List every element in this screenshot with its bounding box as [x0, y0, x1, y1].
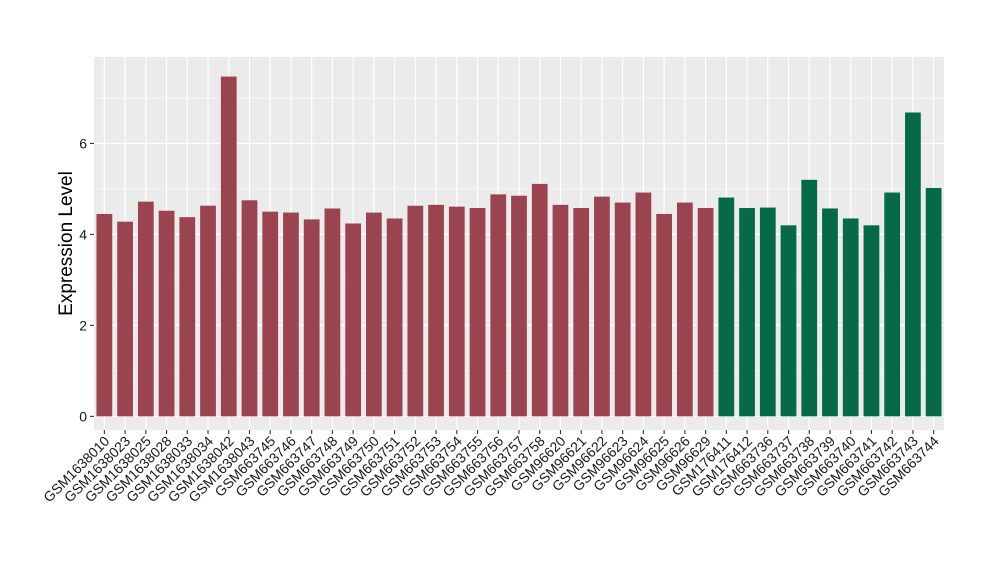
bar-GSM663750 [366, 212, 382, 417]
bar-GSM663745 [262, 211, 279, 417]
bar-GSM1638010 [96, 213, 113, 417]
y-tick-label: 4 [79, 226, 87, 242]
bars [96, 76, 942, 417]
bar-GSM1638028 [158, 210, 175, 417]
bar-GSM663743 [905, 112, 921, 417]
bar-GSM663742 [884, 192, 901, 417]
bar-GSM1638043 [241, 200, 258, 417]
bar-GSM663736 [759, 207, 776, 417]
bar-GSM663746 [283, 212, 299, 417]
bar-GSM176411 [718, 197, 735, 417]
bar-GSM663756 [490, 194, 507, 417]
y-axis: 0 2 4 6 [79, 135, 94, 424]
bar-GSM1638025 [137, 201, 154, 417]
bar-GSM663758 [531, 183, 548, 417]
bar-GSM663738 [801, 179, 818, 417]
bar-GSM663749 [345, 223, 362, 417]
bar-GSM96622 [594, 196, 610, 417]
y-tick-label: 2 [79, 317, 87, 333]
bar-GSM663739 [822, 208, 838, 417]
bar-GSM96629 [697, 208, 714, 417]
bar-GSM96623 [614, 202, 631, 417]
bar-GSM663754 [448, 206, 465, 417]
bar-GSM96626 [676, 202, 693, 417]
bar-GSM663752 [407, 205, 424, 417]
bar-GSM1638042 [220, 76, 237, 417]
bar-GSM663748 [324, 208, 341, 417]
x-axis: GSM1638010GSM1638023GSM1638025GSM1638028… [40, 430, 942, 505]
bar-GSM96625 [656, 213, 672, 417]
y-axis-title: Expression Level [56, 171, 77, 316]
bar-GSM663755 [469, 208, 486, 417]
bar-GSM663740 [842, 218, 859, 417]
bar-GSM663751 [386, 218, 403, 417]
bar-GSM663753 [428, 204, 444, 417]
bar-GSM1638033 [179, 217, 196, 417]
bar-GSM663741 [863, 225, 880, 417]
bar-GSM663737 [780, 225, 797, 417]
bar-GSM1638023 [117, 221, 133, 417]
bar-GSM96621 [573, 208, 590, 417]
bar-GSM176412 [739, 208, 755, 417]
bar-GSM663744 [925, 188, 942, 417]
bar-GSM663747 [303, 219, 320, 417]
y-tick-label: 0 [79, 408, 87, 424]
bar-GSM663757 [511, 195, 527, 417]
bar-GSM1638034 [200, 205, 216, 417]
y-tick-label: 6 [79, 135, 87, 151]
bar-GSM96620 [552, 204, 569, 417]
bar-GSM96624 [635, 192, 652, 417]
